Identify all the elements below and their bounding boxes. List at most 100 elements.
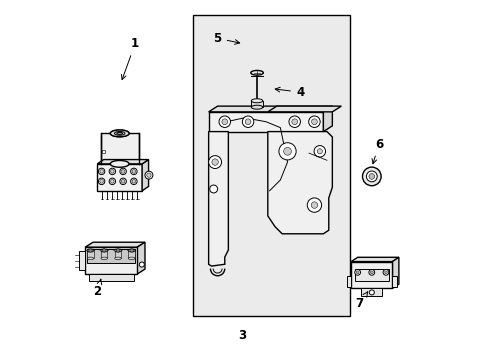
Circle shape	[209, 185, 217, 193]
Ellipse shape	[101, 249, 107, 252]
Text: 2: 2	[93, 279, 102, 298]
Polygon shape	[97, 159, 148, 164]
Polygon shape	[350, 257, 398, 262]
Polygon shape	[323, 106, 332, 132]
Circle shape	[116, 249, 120, 252]
Circle shape	[88, 249, 92, 252]
Circle shape	[130, 178, 137, 185]
Circle shape	[146, 173, 151, 177]
Ellipse shape	[114, 131, 125, 135]
Polygon shape	[142, 159, 148, 191]
Polygon shape	[208, 106, 332, 112]
Circle shape	[311, 119, 317, 125]
Ellipse shape	[110, 130, 129, 137]
Text: 5: 5	[213, 32, 239, 45]
Circle shape	[242, 116, 253, 127]
Bar	[79, 251, 85, 270]
Circle shape	[121, 180, 124, 183]
Polygon shape	[85, 242, 144, 247]
Circle shape	[283, 148, 291, 155]
Circle shape	[368, 174, 374, 179]
Ellipse shape	[251, 99, 262, 103]
Circle shape	[382, 270, 388, 275]
Circle shape	[109, 178, 115, 185]
Circle shape	[144, 171, 153, 179]
Circle shape	[130, 249, 133, 252]
Text: 1: 1	[121, 37, 139, 80]
Circle shape	[306, 198, 321, 212]
Circle shape	[120, 178, 126, 185]
Circle shape	[121, 170, 124, 173]
Circle shape	[139, 262, 144, 267]
Circle shape	[291, 119, 297, 125]
Circle shape	[208, 156, 221, 168]
Text: 3: 3	[238, 329, 246, 342]
Circle shape	[317, 149, 322, 154]
Circle shape	[369, 271, 372, 274]
Ellipse shape	[101, 257, 107, 260]
Circle shape	[310, 202, 317, 208]
Circle shape	[368, 270, 374, 275]
Bar	[85, 247, 137, 274]
Circle shape	[110, 180, 114, 183]
Circle shape	[211, 159, 218, 165]
Ellipse shape	[128, 249, 135, 252]
Polygon shape	[392, 257, 398, 288]
Ellipse shape	[115, 249, 121, 252]
Circle shape	[98, 178, 104, 185]
Circle shape	[313, 145, 325, 157]
Circle shape	[102, 249, 106, 252]
Circle shape	[355, 271, 358, 274]
Circle shape	[100, 170, 103, 173]
Bar	[354, 269, 388, 281]
Polygon shape	[267, 132, 332, 234]
Ellipse shape	[87, 249, 94, 252]
Circle shape	[98, 168, 104, 175]
Ellipse shape	[87, 257, 94, 260]
Bar	[97, 164, 142, 191]
Bar	[361, 288, 381, 296]
Circle shape	[368, 290, 373, 295]
Bar	[115, 251, 121, 258]
Bar	[102, 150, 105, 153]
Circle shape	[132, 170, 135, 173]
Circle shape	[109, 168, 115, 175]
Bar	[192, 15, 349, 316]
Polygon shape	[137, 242, 144, 274]
Circle shape	[244, 119, 250, 125]
Ellipse shape	[128, 257, 135, 260]
Text: 7: 7	[354, 292, 367, 310]
Polygon shape	[267, 106, 341, 112]
Ellipse shape	[251, 105, 262, 109]
Bar	[87, 251, 94, 258]
Circle shape	[110, 170, 114, 173]
Ellipse shape	[117, 132, 122, 134]
Polygon shape	[208, 132, 228, 266]
Bar	[88, 274, 133, 280]
Bar	[101, 134, 138, 164]
Bar	[392, 276, 396, 287]
Circle shape	[100, 180, 103, 183]
Ellipse shape	[110, 161, 129, 167]
Text: 6: 6	[371, 138, 382, 164]
Circle shape	[384, 271, 386, 274]
Circle shape	[362, 167, 380, 186]
Bar	[346, 276, 350, 287]
Bar	[128, 251, 135, 258]
Circle shape	[219, 116, 230, 127]
Circle shape	[308, 116, 320, 127]
Bar	[350, 262, 392, 288]
Circle shape	[278, 143, 296, 160]
Circle shape	[366, 171, 376, 182]
Circle shape	[288, 116, 300, 127]
Ellipse shape	[250, 71, 263, 75]
Circle shape	[354, 270, 360, 275]
Bar	[101, 251, 107, 258]
Circle shape	[222, 119, 227, 125]
Bar	[87, 249, 135, 263]
Ellipse shape	[110, 130, 129, 137]
Circle shape	[130, 168, 137, 175]
Bar	[208, 112, 323, 132]
Ellipse shape	[115, 257, 121, 260]
Bar	[251, 101, 262, 107]
